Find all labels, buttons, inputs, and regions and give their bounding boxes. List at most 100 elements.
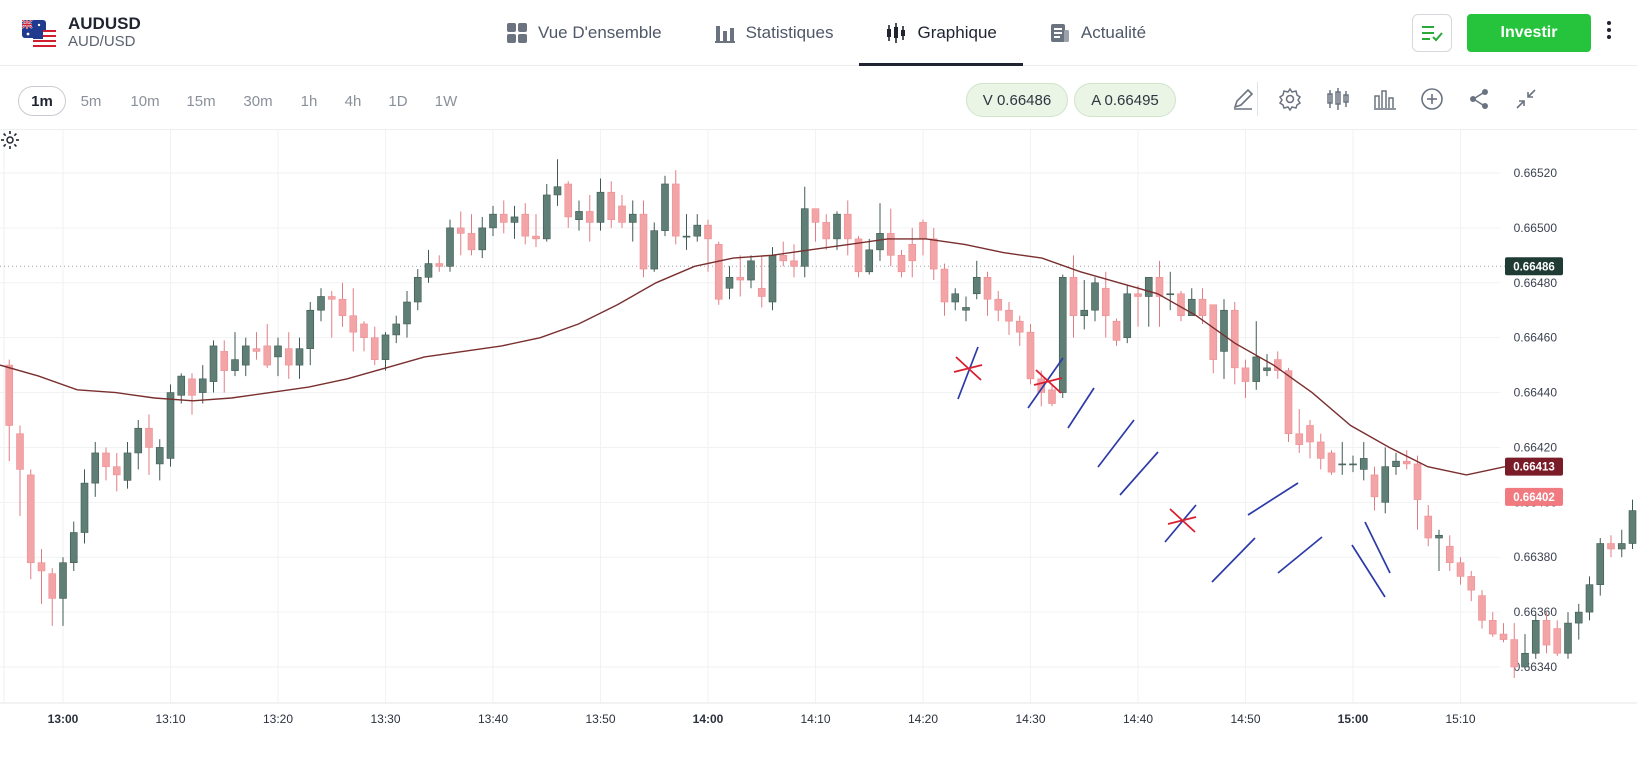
x-tick-label: 14:20: [908, 712, 938, 726]
pencil-icon[interactable]: [1230, 86, 1256, 112]
candle-body: [188, 378, 196, 396]
candle-body: [48, 573, 57, 599]
x-tick-label: 14:50: [1230, 712, 1260, 726]
candle-body: [1499, 633, 1508, 640]
share-icon[interactable]: [1466, 86, 1492, 112]
candle-body: [1241, 367, 1250, 382]
x-tick-label: 13:30: [370, 712, 400, 726]
timeframe-5m[interactable]: 5m: [80, 92, 102, 110]
candle-body: [295, 348, 304, 366]
candle-body: [112, 466, 121, 476]
plus-circle-icon[interactable]: [1419, 86, 1445, 112]
candle-body: [381, 334, 390, 360]
annotation-stroke: [1351, 544, 1386, 598]
candle-body: [1144, 276, 1153, 297]
tab-news[interactable]: Actualité: [1023, 0, 1172, 66]
price-tag: [1505, 257, 1563, 276]
indicators-icon[interactable]: [1372, 86, 1398, 112]
candle-body: [1177, 293, 1185, 317]
watchlist-button[interactable]: [1412, 14, 1452, 52]
watchlist-check-icon: [1422, 26, 1443, 42]
candle-body: [166, 392, 175, 459]
candle-body: [1037, 378, 1046, 393]
candle-body: [596, 191, 605, 223]
candle-body: [1327, 452, 1336, 473]
price-tag-label: 0.66402: [1513, 492, 1555, 504]
candle-body: [779, 255, 788, 262]
gear-icon[interactable]: [1277, 86, 1303, 112]
candle-body: [1005, 309, 1013, 322]
buy-price-pill[interactable]: A 0.66495: [1074, 83, 1176, 117]
x-tick-label: 13:10: [155, 712, 185, 726]
x-tick-label: 13:40: [478, 712, 508, 726]
x-tick-label: 14:30: [1015, 712, 1045, 726]
kebab-menu-icon[interactable]: [1603, 18, 1615, 48]
invest-button[interactable]: Investir: [1467, 14, 1591, 52]
candle-body: [714, 244, 723, 300]
candles-type-icon[interactable]: [1325, 86, 1351, 112]
candle-body: [639, 213, 648, 270]
y-tick-label: 0.66480: [1514, 276, 1558, 290]
annotation-stroke: [1164, 504, 1197, 543]
x-tick-label: 13:00: [48, 712, 79, 726]
candle-body: [693, 224, 702, 237]
candle-body: [1413, 463, 1422, 500]
collapse-icon[interactable]: [1513, 86, 1539, 112]
timeframe-30m[interactable]: 30m: [243, 92, 273, 110]
timeframe-1w[interactable]: 1W: [434, 92, 458, 110]
candle-body: [1048, 389, 1056, 404]
chart-settings-gear-icon[interactable]: [0, 130, 20, 150]
timeframe-4h[interactable]: 4h: [344, 92, 362, 110]
tab-statistics[interactable]: Statistiques: [688, 0, 860, 66]
candle-body: [1553, 628, 1562, 654]
candle-body: [435, 263, 444, 267]
timeframe-15m[interactable]: 15m: [186, 92, 216, 110]
tab-overview[interactable]: Vue D'ensemble: [480, 0, 688, 66]
candle-body: [908, 244, 917, 262]
candle-body: [69, 532, 78, 564]
timeframe-1d[interactable]: 1D: [388, 92, 408, 110]
candle-body: [446, 227, 454, 267]
candle-body: [1359, 458, 1368, 470]
candle-body: [833, 213, 841, 240]
candle-body: [26, 474, 35, 564]
candle-body: [897, 255, 906, 273]
candle-body: [5, 364, 14, 426]
candle-body: [274, 345, 282, 358]
candle-body: [650, 230, 659, 270]
moving-average-line: [0, 238, 1506, 476]
timeframe-1m[interactable]: 1m: [18, 86, 66, 116]
candle-body: [1230, 309, 1239, 369]
candle-body: [1295, 433, 1304, 446]
price-chart[interactable]: 0.66520 0.66500 0.66480 0.66460 0.66440 0.664…: [0, 130, 1637, 765]
candle-body: [1456, 562, 1465, 577]
x-tick-label: 15:10: [1445, 712, 1475, 726]
candle-body: [59, 562, 67, 599]
candle-body: [994, 298, 1003, 311]
tab-chart[interactable]: Graphique: [859, 0, 1024, 66]
candle-body: [1069, 276, 1078, 317]
candle-body: [1316, 441, 1325, 459]
candle-body: [1574, 611, 1583, 624]
candle-body: [456, 227, 465, 234]
chart-canvas[interactable]: 0.66520 0.66500 0.66480 0.66460 0.66440 0.664…: [0, 130, 1637, 765]
candle-body: [661, 183, 669, 231]
candle-body: [349, 315, 358, 333]
x-tick-label: 14:40: [1123, 712, 1153, 726]
annotation-stroke: [1119, 451, 1159, 496]
candle-body: [306, 309, 315, 349]
candle-body: [1617, 543, 1626, 550]
candle-body: [1445, 545, 1454, 564]
sell-price-pill[interactable]: V 0.66486: [966, 83, 1068, 117]
tab-label: Statistiques: [745, 23, 834, 42]
candle-body: [91, 452, 100, 484]
candle-body: [177, 375, 186, 396]
toolbar-divider: [1257, 82, 1258, 116]
candle-body: [962, 307, 970, 311]
candle-body: [1155, 276, 1164, 297]
timeframe-1h[interactable]: 1h: [300, 92, 318, 110]
annotation-stroke: [957, 346, 979, 400]
timeframe-10m[interactable]: 10m: [130, 92, 160, 110]
candle-body: [413, 276, 422, 303]
candle-body: [940, 268, 949, 303]
